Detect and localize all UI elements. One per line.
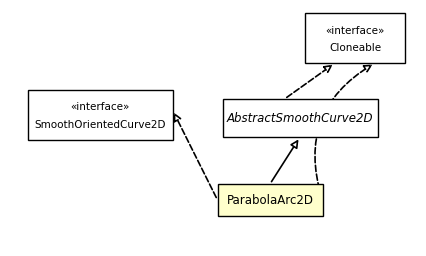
FancyBboxPatch shape — [27, 90, 172, 140]
FancyBboxPatch shape — [222, 99, 377, 137]
Text: «interface»: «interface» — [70, 102, 130, 112]
Text: SmoothOrientedCurve2D: SmoothOrientedCurve2D — [34, 120, 165, 130]
Text: Cloneable: Cloneable — [328, 43, 380, 53]
Text: AbstractSmoothCurve2D: AbstractSmoothCurve2D — [226, 112, 372, 124]
Text: «interface»: «interface» — [325, 26, 384, 36]
FancyBboxPatch shape — [304, 13, 404, 63]
Text: ParabolaArc2D: ParabolaArc2D — [226, 194, 313, 207]
FancyBboxPatch shape — [217, 184, 322, 216]
